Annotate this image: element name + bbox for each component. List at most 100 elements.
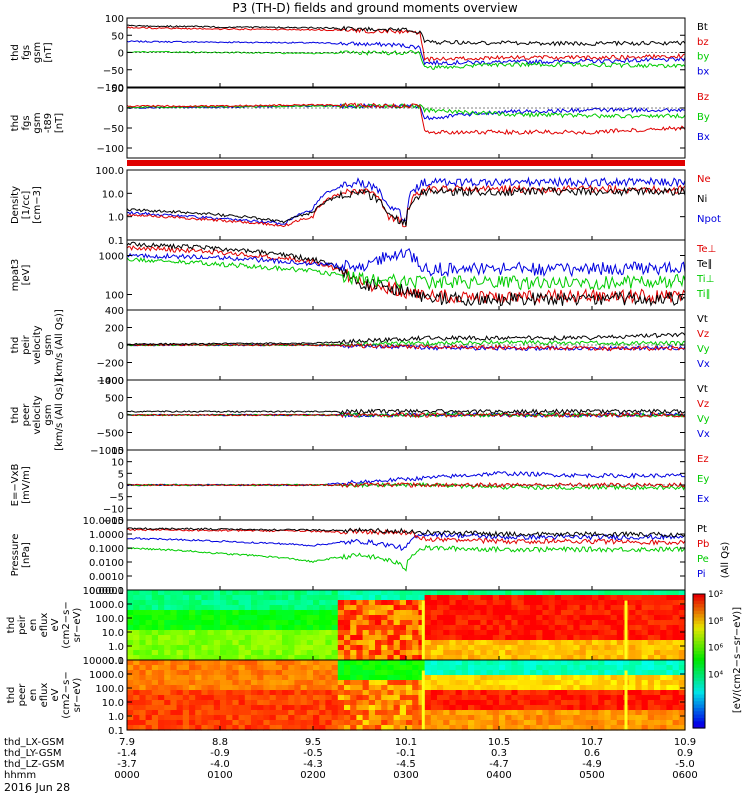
spectrogram-cell <box>647 665 655 671</box>
spectrogram-cell <box>666 625 674 631</box>
spectrogram-cell <box>145 605 153 611</box>
spectrogram-cell <box>443 590 450 596</box>
spectrogram-cell <box>654 695 661 701</box>
spectrogram-cell <box>412 660 419 666</box>
spectrogram-cell <box>399 625 407 631</box>
spectrogram-cell <box>133 690 140 696</box>
spectrogram-cell <box>145 705 153 711</box>
spectrogram-cell <box>598 625 605 631</box>
spectrogram-cell <box>604 655 612 661</box>
y-axis-label: [nT] <box>43 42 54 62</box>
spectrogram-cell <box>350 635 357 641</box>
spectrogram-cell <box>579 720 587 726</box>
spectrogram-cell <box>195 675 202 681</box>
spectrogram-cell <box>424 615 432 621</box>
spectrogram-cell <box>195 625 202 631</box>
spectrogram-cell <box>368 600 376 606</box>
spectrogram-cell <box>238 630 246 636</box>
spectrogram-cell <box>151 695 159 701</box>
spectrogram-cell <box>350 650 357 656</box>
spectrogram-cell <box>585 690 593 696</box>
spectrogram-cell <box>375 690 382 696</box>
spectrogram-cell <box>220 595 227 601</box>
spectrogram-cell <box>170 670 178 676</box>
spectrogram-cell <box>592 650 599 656</box>
spectrogram-cell <box>145 640 153 646</box>
spectrogram-cell <box>666 650 674 656</box>
spectrogram-cell <box>635 680 643 686</box>
spectrogram-cell <box>530 605 537 611</box>
spectrogram-cell <box>170 715 178 721</box>
spectrogram-cell <box>561 695 568 701</box>
spectrogram-cell <box>145 665 153 671</box>
legend-label: Vx <box>697 429 710 440</box>
spectrogram-cell <box>251 725 258 731</box>
spectrogram-cell <box>350 710 357 716</box>
spectrogram-cell <box>244 595 252 601</box>
spectrogram-cell <box>232 595 240 601</box>
colorbar-cell <box>693 610 705 615</box>
spectrogram-cell <box>213 700 221 706</box>
spectrogram-cell <box>387 665 395 671</box>
spectrogram-cell <box>647 680 655 686</box>
y-axis-label: sr−eV) <box>72 678 83 713</box>
series-temperature-Npot <box>126 247 686 278</box>
spectrogram-cell <box>616 715 624 721</box>
spectrogram-cell <box>331 715 339 721</box>
spectrogram-cell <box>182 695 190 701</box>
spectrogram-cell <box>133 595 140 601</box>
y-tick-label: −50 <box>103 124 124 135</box>
spectrogram-cell <box>542 595 550 601</box>
spectrogram-cell <box>319 595 326 601</box>
spectrogram-cell <box>629 700 636 706</box>
spectrogram-cell <box>220 610 227 616</box>
legend-label: Te⊥ <box>696 244 716 255</box>
spectrogram-cell <box>449 600 457 606</box>
spectrogram-cell <box>604 625 612 631</box>
spectrogram-cell <box>331 640 339 646</box>
spectrogram-cell <box>170 720 178 726</box>
spectrogram-cell <box>226 590 233 596</box>
spectrogram-cell <box>641 610 649 616</box>
spectrogram-cell <box>306 660 314 666</box>
spectrogram-cell <box>542 675 550 681</box>
spectrogram-cell <box>207 590 215 596</box>
spectrogram-cell <box>530 695 537 701</box>
spectrogram-cell <box>319 665 326 671</box>
spectrogram-cell <box>133 675 140 681</box>
spectrogram-cell <box>499 615 506 621</box>
spectrogram-cell <box>412 710 419 716</box>
spectrogram-cell <box>170 625 178 631</box>
spectrogram-cell <box>251 695 258 701</box>
spectrogram-cell <box>530 615 537 621</box>
spectrogram-cell <box>616 625 624 631</box>
spectrogram-cell <box>430 655 438 661</box>
spectrogram-cell <box>325 695 333 701</box>
y-axis-label: thd <box>6 617 17 634</box>
spectrogram-cell <box>201 645 209 651</box>
spectrogram-cell <box>139 720 147 726</box>
spectrogram-cell <box>368 670 376 676</box>
spectrogram-cell <box>536 630 543 636</box>
spectrogram-cell <box>579 645 587 651</box>
spectrogram-cell <box>313 675 320 681</box>
spectrogram-cell <box>629 645 636 651</box>
spectrogram-cell <box>356 685 364 691</box>
spectrogram-cell <box>207 635 215 641</box>
spectrogram-cell <box>530 590 537 596</box>
spectrogram-cell <box>437 660 444 666</box>
spectrogram-cell <box>207 705 215 711</box>
spectrogram-cell <box>474 670 481 676</box>
spectrogram-cell <box>647 685 655 691</box>
spectrogram-cell <box>257 705 264 711</box>
spectrogram-cell <box>455 625 463 631</box>
spectrogram-cell <box>170 615 178 621</box>
spectrogram-cell <box>573 605 581 611</box>
spectrogram-cell <box>443 705 450 711</box>
spectrogram-cell <box>635 590 643 596</box>
spectrogram-cell <box>641 680 649 686</box>
spectrogram-cell <box>251 680 258 686</box>
spectrogram-cell <box>598 605 605 611</box>
spectrogram-cell <box>313 695 320 701</box>
spectrogram-cell <box>616 595 624 601</box>
